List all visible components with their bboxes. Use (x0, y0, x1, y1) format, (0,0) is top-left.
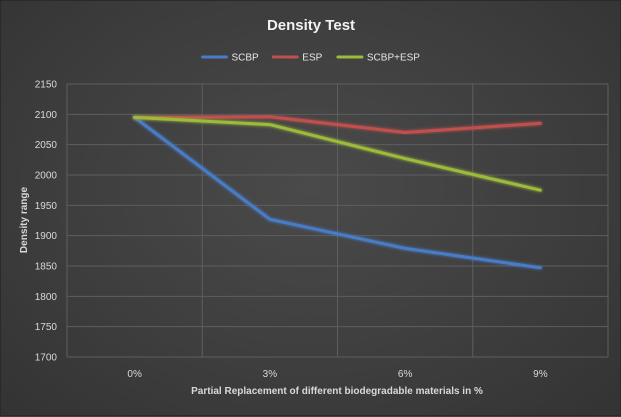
series-lines (133, 115, 542, 270)
y-tick-label: 1800 (35, 292, 58, 303)
y-axis-tick-labels: 1700 1750 1800 1850 1900 1950 2000 2050 2100 2150 (35, 80, 58, 364)
x-tick-label: 0% (127, 369, 142, 380)
x-axis-tick-labels: 0% 3% 6% 9% (127, 369, 547, 380)
chart-title: Density Test (267, 17, 355, 34)
y-axis-title: Density range (19, 186, 30, 253)
legend: SCBP ESP SCBP+ESP (201, 53, 420, 64)
legend-label: ESP (302, 53, 322, 64)
series-line-scbp-esp (133, 115, 542, 192)
y-tick-label: 1850 (35, 262, 58, 273)
legend-label: SCBP+ESP (367, 53, 420, 64)
y-tick-label: 1750 (35, 322, 58, 333)
y-tick-label: 2000 (35, 171, 58, 182)
x-tick-label: 6% (398, 369, 413, 380)
y-tick-label: 1950 (35, 201, 58, 212)
x-axis-title: Partial Replacement of different biodegr… (191, 386, 483, 397)
x-tick-label: 3% (263, 369, 278, 380)
y-tick-label: 1700 (35, 353, 58, 364)
series-line-scbp (133, 115, 542, 270)
y-tick-label: 1900 (35, 231, 58, 242)
grid-lines (66, 83, 609, 358)
series-line-esp (133, 115, 542, 134)
y-tick-label: 2150 (35, 80, 58, 91)
y-tick-label: 2100 (35, 110, 58, 121)
y-tick-label: 2050 (35, 140, 58, 151)
legend-label: SCBP (232, 53, 260, 64)
x-tick-label: 9% (533, 369, 548, 380)
